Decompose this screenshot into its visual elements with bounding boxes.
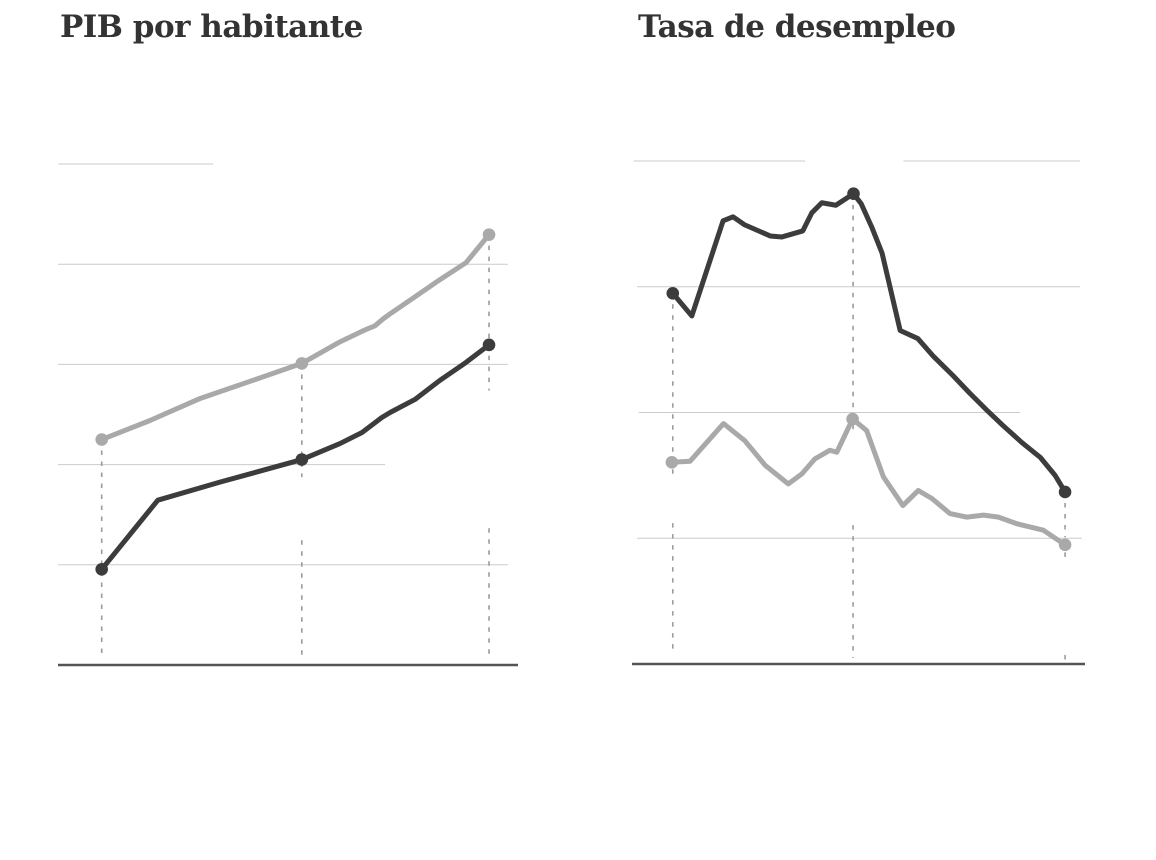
marker-serie-gris xyxy=(482,228,496,241)
chart-canvas-pib xyxy=(58,163,518,667)
marker-serie-gris xyxy=(95,433,108,446)
line-serie-oscura xyxy=(99,342,492,572)
marker-serie-gris xyxy=(846,412,859,426)
chart-title-pib: PIB por habitante xyxy=(60,9,363,45)
line-serie-gris xyxy=(99,232,492,443)
marker-serie-gris xyxy=(665,455,679,469)
marker-serie-oscura xyxy=(847,187,860,200)
marker-serie-oscura xyxy=(295,453,309,466)
marker-serie-oscura xyxy=(666,286,680,300)
marker-serie-oscura xyxy=(1058,485,1072,499)
chart-title-desempleo: Tasa de desempleo xyxy=(638,9,956,45)
line-serie-gris xyxy=(669,416,1068,548)
chart-pib-por-habitante: PIB por habitante xyxy=(58,0,518,700)
line-serie-oscura xyxy=(670,191,1068,495)
marker-serie-gris xyxy=(295,357,309,370)
marker-serie-oscura xyxy=(482,338,496,352)
chart-canvas-desempleo xyxy=(632,160,1085,666)
chart-tasa-de-desempleo: Tasa de desempleo xyxy=(632,0,1085,700)
marker-serie-oscura xyxy=(95,563,108,576)
marker-serie-gris xyxy=(1058,538,1072,552)
